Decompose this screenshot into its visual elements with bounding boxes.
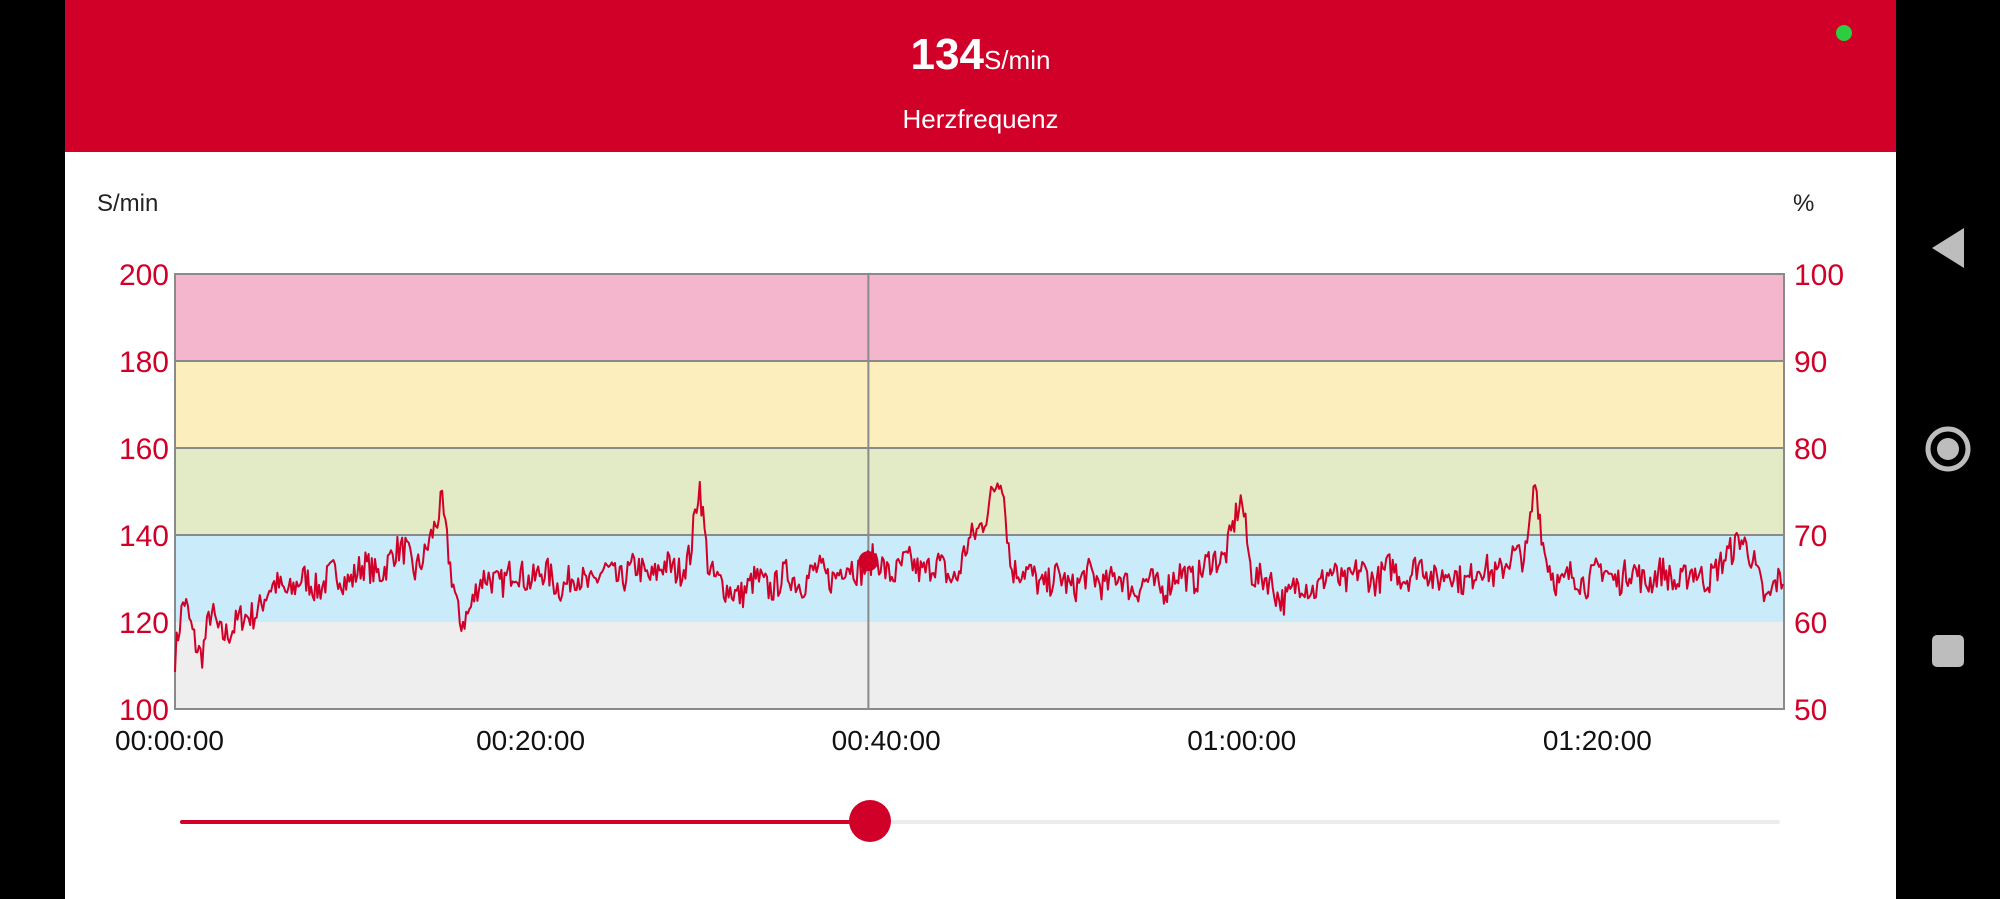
y-tick-label-left: 160	[119, 433, 169, 466]
x-tick-label: 00:40:00	[832, 725, 941, 756]
back-triangle-icon	[1932, 228, 1964, 268]
y-axis-left-title: S/min	[97, 190, 159, 217]
y-tick-label-right: 80	[1794, 433, 1827, 466]
y-tick-label-right: 90	[1794, 346, 1827, 379]
home-circle-icon	[1925, 426, 1971, 472]
y-tick-label-right: 100	[1794, 259, 1844, 292]
plot-frame	[174, 273, 1785, 710]
heart-rate-label: Herzfrequenz	[902, 104, 1059, 134]
heart-rate-header: 134S/min Herzfrequenz	[65, 0, 1896, 152]
y-tick-label-left: 100	[119, 694, 169, 727]
zone-band-2	[175, 448, 1784, 535]
x-tick-label: 01:20:00	[1543, 725, 1652, 756]
zone-band-3	[175, 535, 1784, 622]
y-tick-label-left: 200	[119, 259, 169, 292]
x-tick-label: 00:00:00	[115, 725, 224, 756]
recents-square-icon	[1932, 635, 1964, 667]
y-tick-label-left: 180	[119, 346, 169, 379]
heart-rate-series-line	[174, 480, 1785, 673]
heart-rate-readout: 134S/min	[65, 30, 1896, 80]
y-tick-label-left: 120	[119, 607, 169, 640]
android-navigation-bar	[1896, 0, 2000, 899]
x-tick-label: 01:00:00	[1187, 725, 1296, 756]
zone-band-4	[175, 622, 1784, 709]
heart-rate-chart[interactable]: 200 180 160 140 120 100 100 90 80 70 60 50 00:00:00 0…	[65, 0, 1896, 780]
heart-rate-value: 134	[910, 30, 984, 79]
home-button[interactable]	[1918, 419, 1978, 479]
cursor-marker-point	[858, 551, 879, 572]
time-slider[interactable]	[180, 800, 1780, 842]
back-button[interactable]	[1918, 218, 1978, 278]
recents-button[interactable]	[1918, 621, 1978, 681]
time-slider-fill	[180, 820, 870, 824]
y-tick-label-right: 50	[1794, 694, 1827, 727]
x-tick-label: 00:20:00	[476, 725, 585, 756]
y-tick-label-left: 140	[119, 520, 169, 553]
connection-status-dot	[1836, 25, 1852, 41]
y-tick-label-right: 70	[1794, 520, 1827, 553]
app-screen: 134S/min Herzfrequenz S/min % 200 180 160 1…	[65, 0, 1896, 899]
heart-rate-unit: S/min	[983, 45, 1051, 75]
y-tick-label-right: 60	[1794, 607, 1827, 640]
zone-band-0	[175, 274, 1784, 361]
time-slider-thumb[interactable]	[848, 800, 891, 842]
y-axis-right-title: %	[1793, 190, 1815, 217]
zone-band-1	[175, 361, 1784, 448]
